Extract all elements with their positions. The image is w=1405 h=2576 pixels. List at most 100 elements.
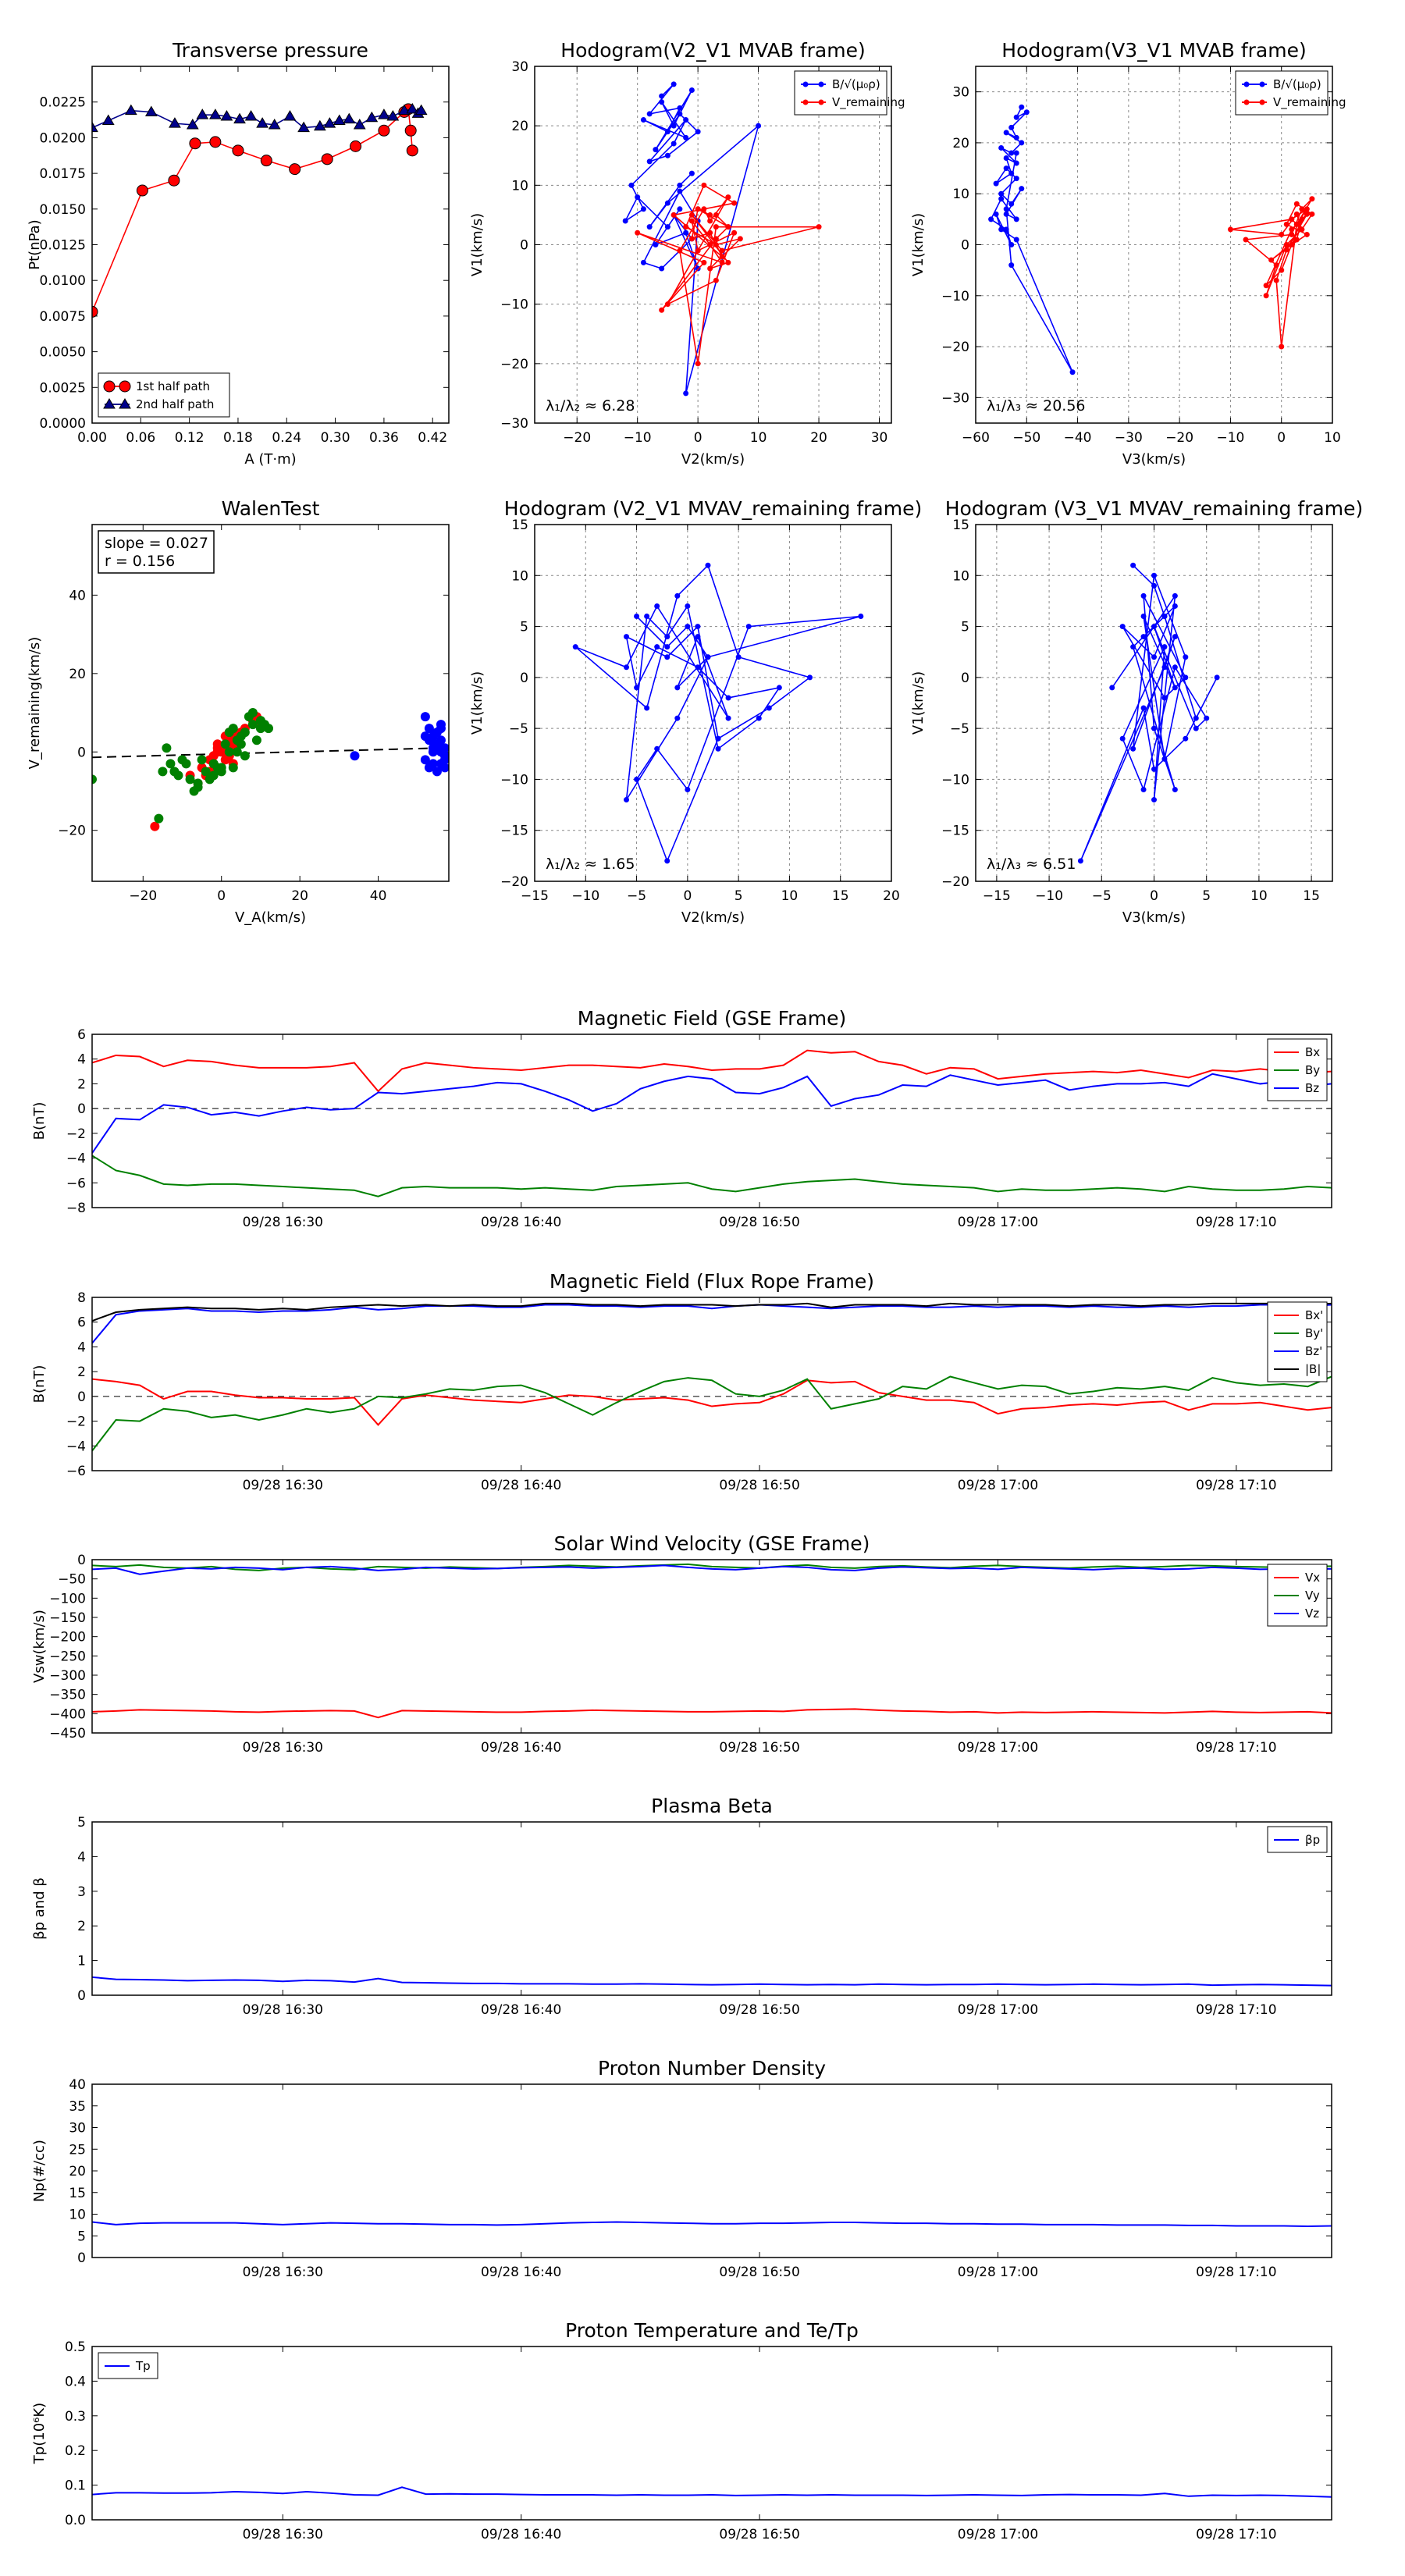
x-tick-label: −60 — [962, 430, 990, 446]
data-point — [688, 170, 695, 176]
data-point — [644, 705, 650, 711]
y-tick-label: 0.1 — [65, 2478, 86, 2494]
x-tick-label: 10 — [1324, 430, 1341, 446]
data-point — [670, 141, 677, 147]
x-tick-label: 09/28 16:50 — [719, 2527, 799, 2542]
y-tick-label: 0 — [77, 1101, 86, 1117]
y-tick-label: 0 — [77, 1988, 86, 2004]
data-point — [414, 104, 428, 116]
x-tick-label: 09/28 17:00 — [958, 1215, 1038, 1230]
x-tick-label: 09/28 16:30 — [243, 1215, 323, 1230]
y-tick-label: −15 — [941, 824, 969, 839]
data-point — [713, 236, 719, 242]
legend-marker — [119, 380, 131, 393]
series-line — [1080, 564, 1218, 862]
data-point — [168, 174, 180, 187]
y-tick-label: 0 — [77, 745, 86, 760]
data-point — [1013, 150, 1019, 156]
x-tick-label: −30 — [1115, 430, 1143, 446]
data-point — [635, 194, 641, 201]
data-point — [659, 99, 665, 105]
data-point — [1279, 267, 1285, 273]
data-point — [260, 155, 272, 167]
y-tick-label: 10 — [952, 568, 969, 584]
series-line — [92, 1564, 1332, 1575]
legend-marker — [818, 99, 824, 105]
x-tick-label: 0.12 — [175, 430, 205, 446]
y-tick-label: −4 — [66, 1151, 86, 1167]
data-point — [1227, 226, 1233, 233]
data-point — [224, 747, 234, 757]
y-tick-label: −250 — [49, 1649, 86, 1664]
plot-frame — [975, 66, 1333, 424]
data-point — [695, 361, 701, 367]
y-tick-label: −10 — [941, 289, 969, 304]
y-tick-label: −5 — [950, 721, 969, 737]
hodogram-v2v1-mvav: Hodogram (V2_V1 MVAV_remaining frame) −15… — [469, 497, 922, 926]
x-axis-label: V_A(km/s) — [235, 909, 306, 926]
data-point — [998, 190, 1005, 197]
data-point — [664, 644, 670, 650]
x-tick-label: 10 — [1250, 888, 1268, 904]
data-point — [353, 118, 366, 130]
x-tick-label: 09/28 16:30 — [243, 2527, 323, 2542]
legend-marker — [1243, 81, 1250, 87]
magnetic-field-gse: Magnetic Field (GSE Frame) 09/28 16:30 09/… — [31, 1007, 1332, 1230]
proton-number-density: Proton Number Density 09/28 16:30 09/28 16… — [31, 2057, 1332, 2280]
legend-box — [1235, 70, 1329, 116]
chart-title: Hodogram (V3_V1 MVAV_remaining frame) — [945, 497, 1364, 520]
data-point — [683, 390, 689, 397]
data-point — [713, 242, 719, 247]
data-point — [1304, 211, 1310, 217]
data-point — [756, 123, 762, 129]
x-tick-label: 09/28 16:40 — [481, 1478, 561, 1493]
fit-line — [92, 746, 449, 759]
x-tick-label: 0 — [1150, 888, 1158, 904]
data-point — [998, 196, 1005, 202]
data-point — [1293, 201, 1300, 207]
x-tick-label: 40 — [370, 888, 387, 904]
y-axis-label: Vsw(km/s) — [31, 1610, 48, 1683]
data-point — [197, 755, 207, 765]
data-point — [154, 813, 164, 824]
data-point — [1151, 654, 1157, 660]
annotation-text: λ₁/λ₂ ≈ 1.65 — [546, 856, 635, 873]
x-tick-label: −15 — [983, 888, 1011, 904]
x-tick-label: 5 — [735, 888, 743, 904]
y-tick-label: 15 — [952, 518, 969, 533]
data-point — [1204, 715, 1210, 721]
x-tick-label: 0 — [217, 888, 226, 904]
annotation-box — [98, 530, 215, 574]
series-line — [92, 1304, 1332, 1344]
data-point — [688, 87, 695, 93]
data-point — [428, 747, 438, 757]
data-point — [158, 767, 168, 777]
annotation-text: r = 0.156 — [105, 553, 175, 570]
data-point — [1003, 206, 1009, 212]
x-axis-label: V2(km/s) — [681, 451, 745, 468]
y-tick-label: 0.0225 — [40, 95, 86, 111]
legend-label: By' — [1305, 1326, 1323, 1340]
legend-label: Tp — [135, 2359, 151, 2373]
x-tick-label: 09/28 16:40 — [481, 1215, 561, 1230]
x-tick-label: 09/28 16:50 — [719, 1215, 799, 1230]
y-axis-label: V_remaining(km/s) — [27, 637, 43, 770]
data-point — [677, 111, 683, 117]
data-point — [1008, 124, 1015, 130]
data-point — [634, 614, 640, 620]
plot-frame — [91, 66, 450, 424]
y-tick-label: −150 — [49, 1610, 86, 1626]
data-point — [683, 229, 689, 236]
plot-area — [1077, 562, 1220, 864]
data-point — [674, 715, 681, 721]
data-point — [695, 129, 701, 135]
data-point — [1299, 226, 1305, 233]
data-point — [1008, 201, 1015, 207]
data-point — [644, 614, 650, 620]
y-tick-label: 0 — [961, 238, 969, 254]
data-point — [1289, 231, 1295, 237]
legend-label: V_remaining — [832, 95, 905, 110]
plot-frame — [91, 1821, 1332, 1996]
data-point — [1283, 242, 1289, 247]
data-point — [685, 786, 691, 792]
